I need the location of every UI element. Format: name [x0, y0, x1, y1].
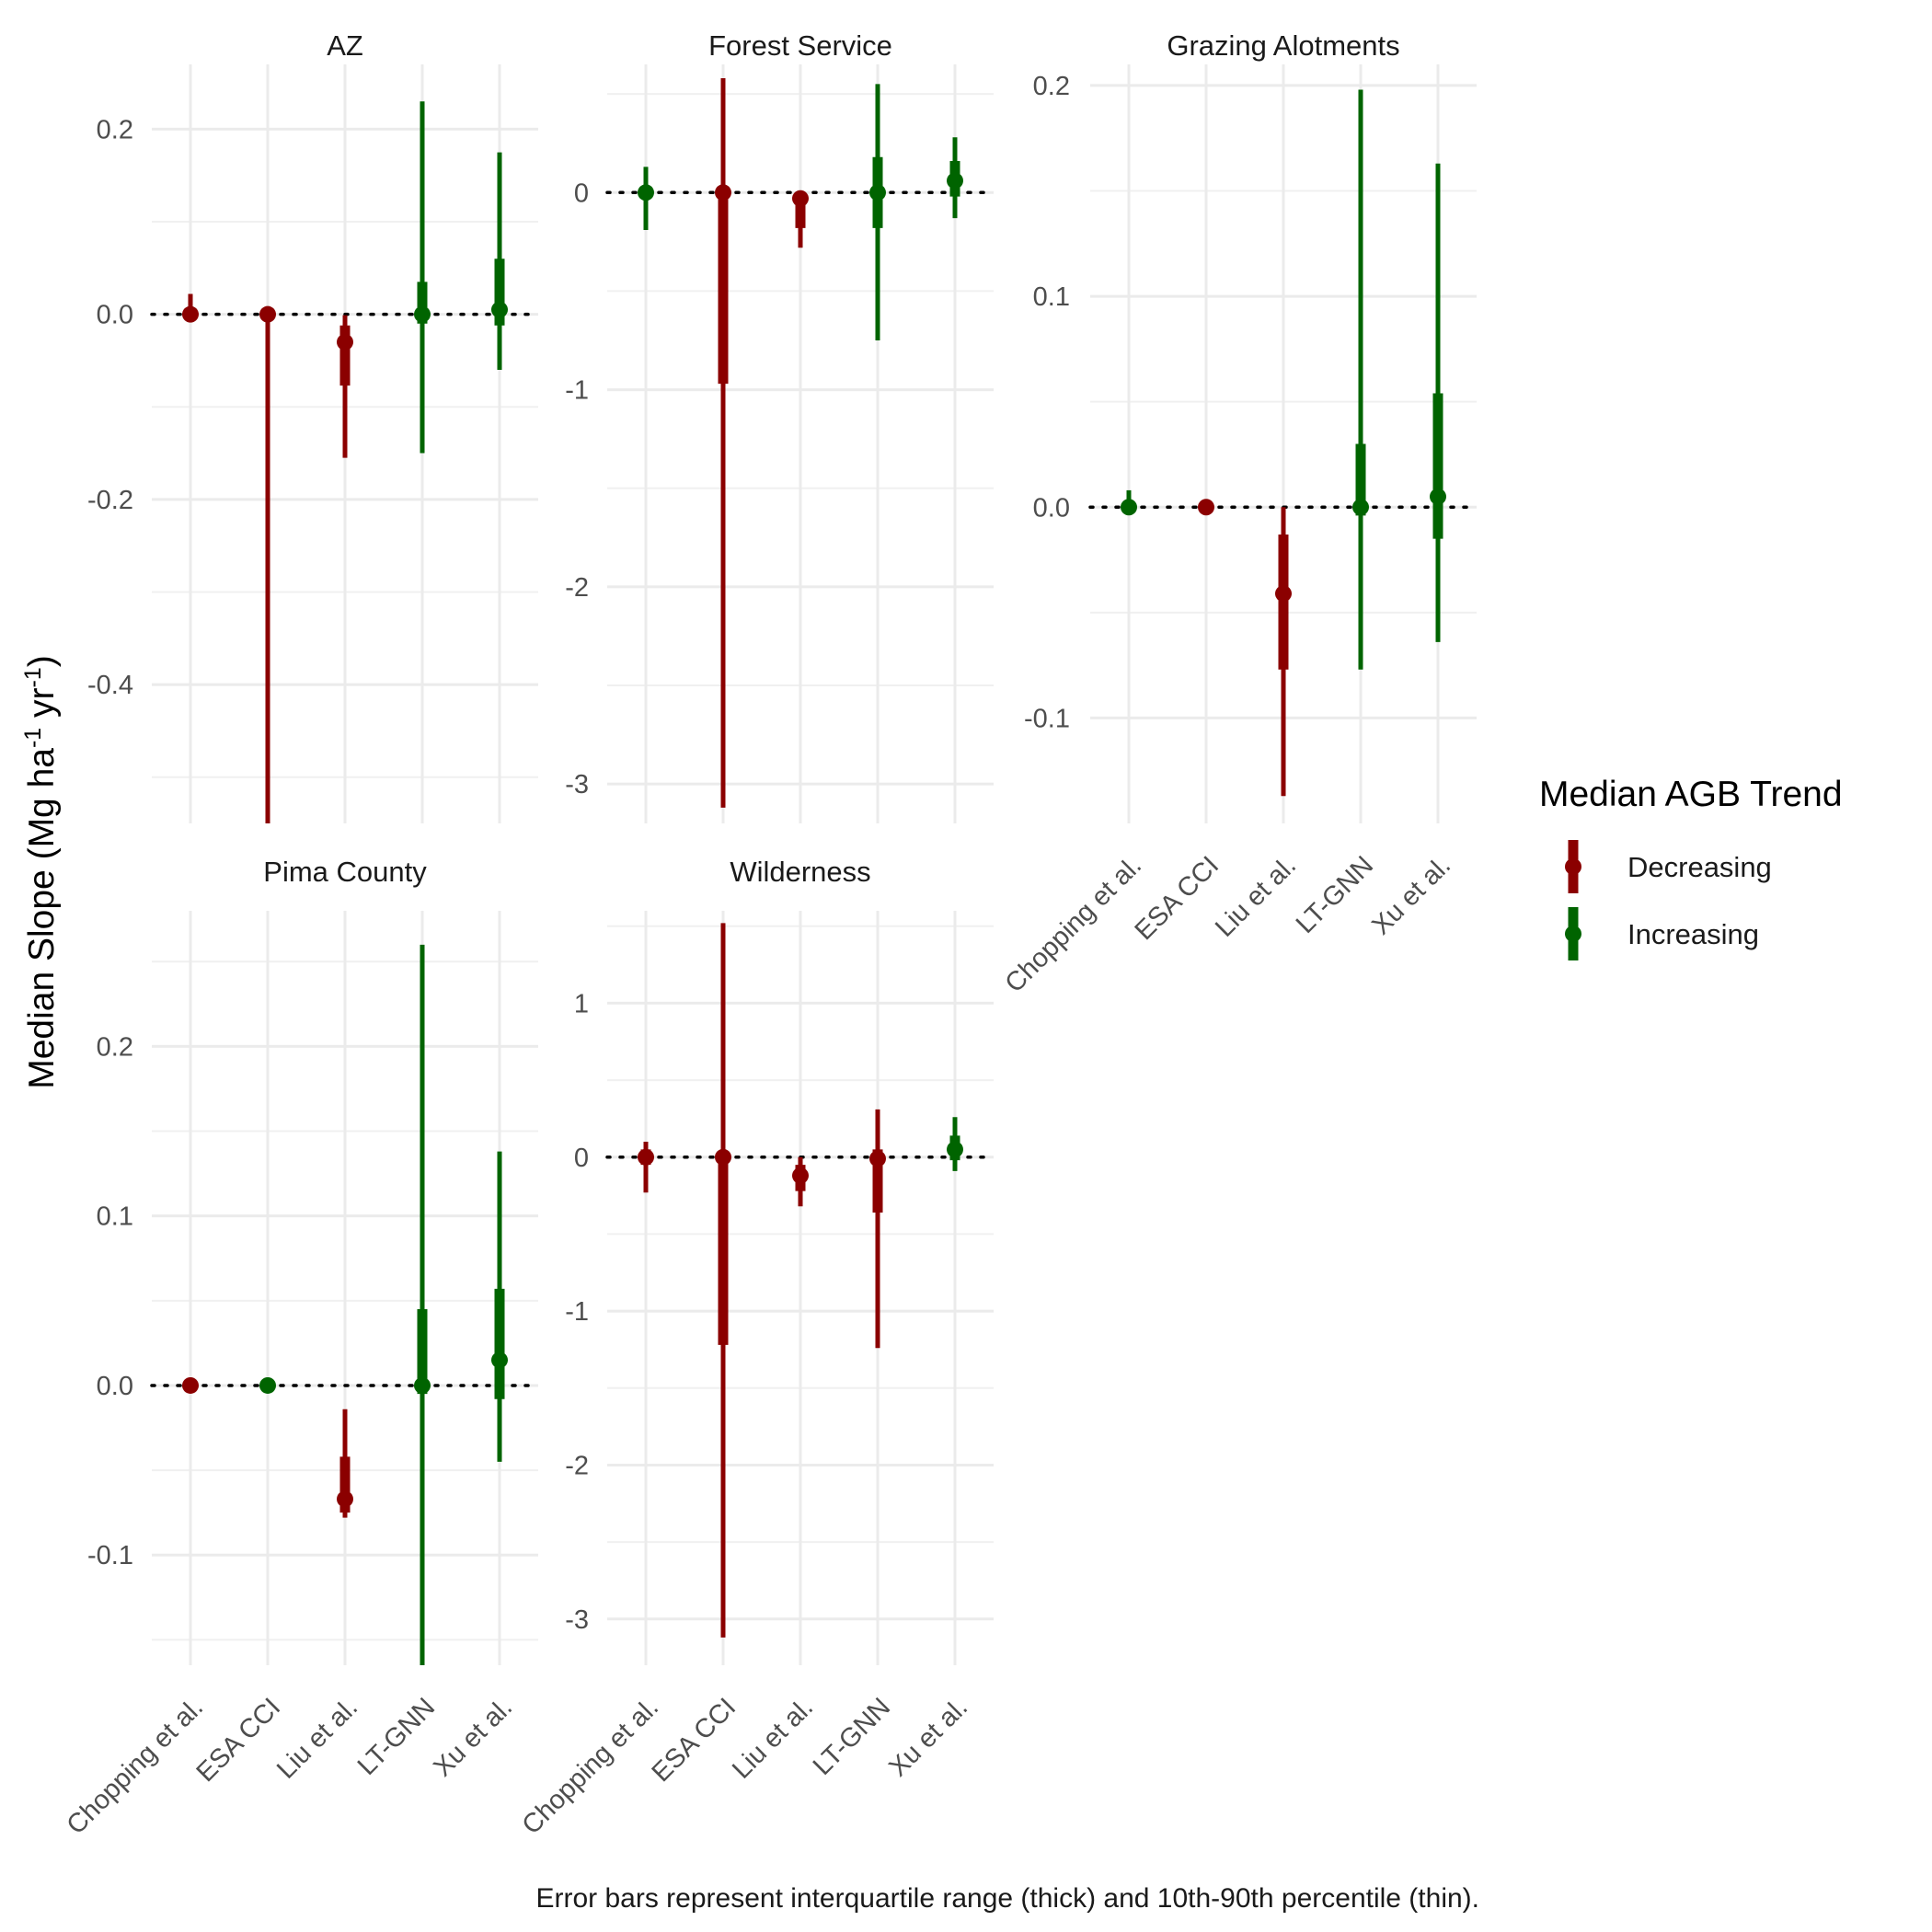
- y-tick-label: 0: [574, 178, 589, 208]
- y-tick-label: 0.0: [1033, 493, 1070, 523]
- median-point: [1198, 499, 1214, 516]
- median-point: [869, 1150, 886, 1167]
- facet-panel: -0.4 -0.2 0.0 0.2 AZ: [87, 29, 540, 823]
- median-point: [414, 305, 431, 323]
- median-point: [1275, 585, 1292, 603]
- x-tick-label: LT-GNN: [1291, 851, 1379, 939]
- y-tick-label: 0.1: [97, 1202, 133, 1232]
- median-point: [715, 1148, 731, 1166]
- x-tick-label: Chopping et al.: [1000, 851, 1148, 999]
- facet-title: Wilderness: [730, 856, 870, 888]
- median-point: [337, 333, 353, 351]
- median-point: [182, 1376, 199, 1394]
- x-tick-label: Liu et al.: [1210, 851, 1302, 943]
- x-tick-label: Liu et al.: [271, 1693, 363, 1785]
- facet-title: AZ: [327, 29, 363, 62]
- x-tick-label: ESA CCI: [1130, 851, 1225, 947]
- x-tick-label: LT-GNN: [808, 1693, 896, 1781]
- x-tick-label: Liu et al.: [727, 1693, 819, 1785]
- x-tick-label: ESA CCI: [191, 1693, 287, 1788]
- median-point: [1352, 499, 1369, 516]
- median-point: [638, 1148, 654, 1166]
- y-tick-label: -0.2: [87, 486, 133, 515]
- y-tick-label: -0.4: [87, 671, 133, 700]
- y-tick-label: -1: [565, 376, 589, 406]
- median-point: [182, 305, 199, 323]
- x-tick-label: ESA CCI: [647, 1693, 742, 1788]
- legend-label: Increasing: [1627, 918, 1759, 950]
- median-point: [638, 184, 654, 201]
- y-tick-label: 0: [574, 1144, 589, 1173]
- y-tick-label: -2: [565, 1451, 589, 1480]
- y-tick-label: 0.1: [1033, 282, 1070, 312]
- y-tick-label: 0.2: [97, 1032, 133, 1062]
- y-axis-title: Median Slope (Mg ha-1 yr-1): [20, 655, 62, 1089]
- legend-label: Decreasing: [1627, 851, 1772, 883]
- median-point: [491, 1351, 508, 1369]
- legend-key-point: [1565, 858, 1581, 875]
- facet-panels: -0.4 -0.2 0.0 0.2 AZ -3 -2 -1 0 Forest Service -0.…: [62, 29, 1478, 1841]
- median-point: [869, 184, 886, 201]
- median-point: [1430, 488, 1446, 505]
- svg-text:Median Slope (Mg ha-1 yr-1): Median Slope (Mg ha-1 yr-1): [20, 655, 62, 1089]
- median-point: [259, 1376, 276, 1394]
- facet-panel: -3 -2 -1 0 Forest Service: [565, 29, 995, 823]
- median-point: [414, 1376, 431, 1394]
- median-point: [792, 190, 809, 207]
- y-tick-label: 1: [574, 989, 589, 1018]
- legend-title: Median AGB Trend: [1539, 775, 1843, 814]
- x-tick-label: Chopping et al.: [517, 1693, 665, 1841]
- facet-panel: -0.1 0.0 0.1 0.2 Grazing Alotments Chopping e…: [1000, 29, 1478, 999]
- facet-title: Grazing Alotments: [1167, 29, 1399, 62]
- facet-panel: -3 -2 -1 0 1 Wilderness Chopping et al.ESA CCI…: [517, 856, 995, 1841]
- median-point: [259, 305, 276, 323]
- y-tick-label: -1: [565, 1297, 589, 1327]
- median-point: [337, 1490, 353, 1508]
- y-tick-label: -0.1: [1024, 704, 1070, 733]
- caption: Error bars represent interquartile range…: [535, 1883, 1479, 1914]
- median-point: [947, 1141, 963, 1158]
- facet-panel: -0.1 0.0 0.1 0.2 Pima County Chopping et al.E…: [62, 856, 540, 1841]
- x-tick-label: Xu et al.: [1366, 851, 1456, 941]
- x-tick-label: Chopping et al.: [62, 1693, 210, 1841]
- y-tick-label: 0.2: [1033, 72, 1070, 101]
- legend-key-point: [1565, 926, 1581, 942]
- y-tick-label: -0.1: [87, 1541, 133, 1570]
- median-point: [792, 1167, 809, 1184]
- facet-title: Forest Service: [708, 29, 892, 62]
- median-point: [715, 184, 731, 201]
- y-tick-label: 0.0: [97, 1372, 133, 1401]
- y-tick-label: 0.0: [97, 301, 133, 330]
- y-tick-label: 0.2: [97, 115, 133, 144]
- facet-title: Pima County: [263, 856, 427, 888]
- x-tick-label: Xu et al.: [883, 1693, 973, 1783]
- x-tick-label: LT-GNN: [352, 1693, 441, 1781]
- legend: Median AGB Trend Decreasing Increasing: [1539, 775, 1843, 960]
- median-point: [1121, 499, 1137, 516]
- x-tick-label: Xu et al.: [428, 1693, 518, 1783]
- median-point: [491, 301, 508, 318]
- y-tick-label: -3: [565, 1605, 589, 1635]
- median-point: [947, 172, 963, 190]
- y-tick-label: -3: [565, 770, 589, 799]
- y-tick-label: -2: [565, 573, 589, 603]
